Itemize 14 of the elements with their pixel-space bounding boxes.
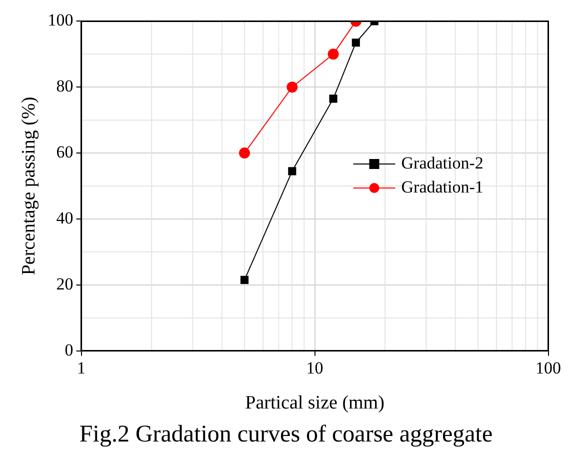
y-tick-label: 80 bbox=[56, 76, 74, 96]
y-tick-label: 0 bbox=[64, 340, 74, 360]
x-tick-label: 10 bbox=[306, 358, 324, 378]
legend-label: Gradation-1 bbox=[401, 177, 484, 196]
x-tick-label: 1 bbox=[77, 358, 86, 378]
caption: Fig.2 Gradation curves of coarse aggregate bbox=[79, 421, 493, 448]
x-tick-label: 100 bbox=[536, 358, 561, 378]
legend-label: Gradation-2 bbox=[401, 153, 484, 172]
y-tick-label: 40 bbox=[56, 208, 74, 228]
x-axis-title: Partical size (mm) bbox=[245, 392, 384, 414]
y-tick-label: 20 bbox=[56, 274, 74, 294]
y-tick-label: 100 bbox=[48, 10, 74, 30]
y-axis-title: Percentage passing (%) bbox=[18, 96, 40, 276]
y-tick-label: 60 bbox=[56, 142, 74, 162]
